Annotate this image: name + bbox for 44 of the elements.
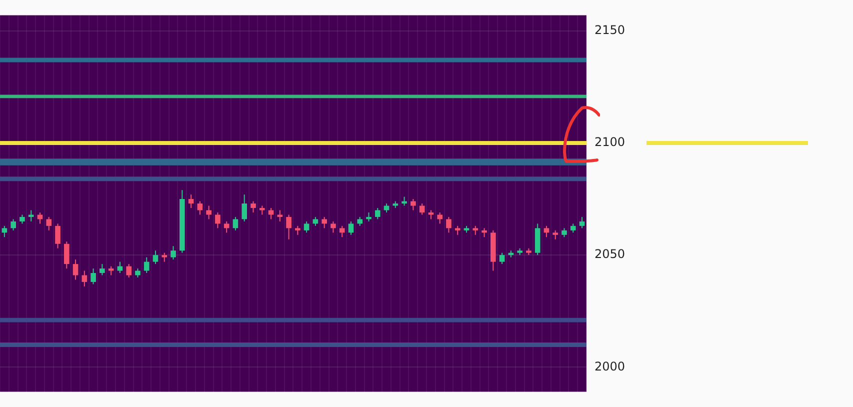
candlestick (544, 225, 550, 238)
candlestick (126, 264, 132, 278)
y-tick-label: 2050 (594, 247, 626, 262)
candlestick (330, 220, 336, 234)
candlestick (242, 194, 248, 222)
candlestick (170, 246, 176, 260)
candlestick (339, 225, 345, 238)
candlestick (224, 220, 230, 234)
y-tick-label: 2150 (594, 23, 626, 38)
candlestick (304, 220, 310, 234)
candlestick (579, 216, 585, 229)
candlestick (206, 205, 212, 220)
candlestick (215, 212, 220, 229)
candlestick (28, 210, 34, 222)
candlestick (117, 261, 123, 274)
y-tick-label: 2100 (594, 135, 626, 150)
candlestick (197, 200, 203, 216)
candlestick (268, 207, 274, 220)
candlestick (446, 216, 452, 234)
candlestick (55, 223, 60, 249)
candlestick (10, 218, 16, 231)
y-tick-label: 2000 (594, 359, 626, 374)
candlestick (286, 214, 292, 240)
candlestick (322, 216, 327, 229)
candlestick (144, 256, 150, 274)
candlestick (437, 212, 443, 224)
candlestick (2, 225, 8, 238)
candlestick (499, 252, 505, 265)
candlestick (250, 200, 256, 213)
candlestick (419, 203, 425, 216)
candlestick (64, 241, 70, 270)
candlestick (37, 212, 43, 224)
candlestick (410, 198, 416, 211)
candlestick (46, 216, 52, 231)
candlestick (188, 194, 194, 208)
candlestick (348, 220, 354, 236)
candlestick (100, 264, 105, 276)
candlestick (72, 259, 78, 280)
candlestick (374, 207, 380, 220)
candlestick (277, 210, 283, 222)
candlestick (152, 250, 158, 265)
candlestick (232, 216, 238, 231)
candlestick (90, 268, 96, 285)
candlestick (82, 270, 88, 287)
